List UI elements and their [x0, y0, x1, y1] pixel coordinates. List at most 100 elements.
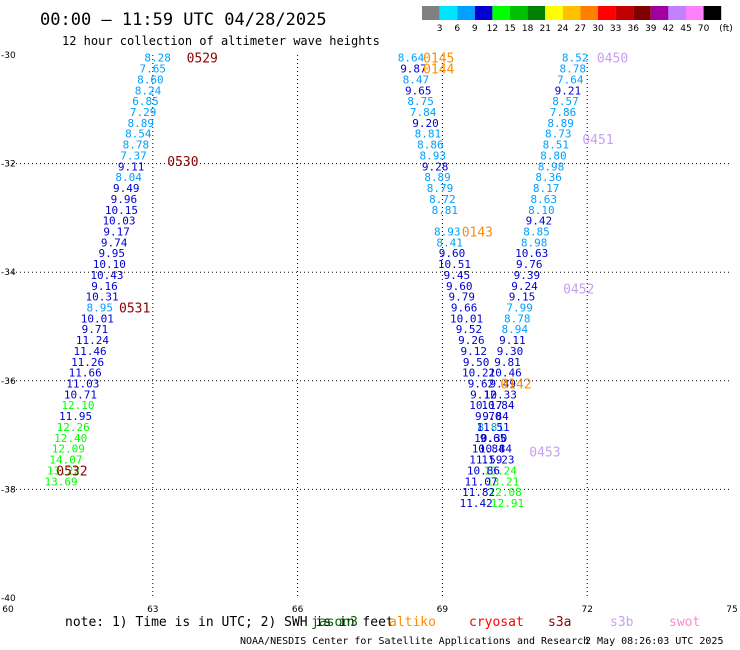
axis-ticks: 60 63 66 69 72 75 -30 -32 -34 -36 -38 -40 [1, 51, 738, 615]
colorbar-swatch [633, 6, 651, 20]
swh-value: 9.81 [494, 356, 521, 369]
swh-value: 9.15 [509, 291, 536, 304]
satellite-legend-item: altiko [389, 615, 436, 630]
colorbar-swatch [668, 6, 686, 20]
swh-value: 13.69 [45, 475, 78, 488]
pass-label: 0452 [563, 282, 594, 297]
swh-value: 8.47 [403, 73, 430, 86]
swh-value: 7.37 [120, 149, 147, 162]
swh-value: 9.28 [422, 160, 449, 173]
y-tick-label: -30 [1, 51, 16, 61]
swh-value: 8.17 [533, 182, 560, 195]
swh-value: 8.81 [415, 128, 442, 141]
satellite-legend: jason3 altiko cryosat s3a s3b swot [311, 615, 700, 630]
swh-value: 8.28 [144, 52, 171, 65]
swh-value: 9.20 [412, 117, 439, 130]
swh-value: 7.99 [506, 301, 533, 314]
footnote: note: 1) Time is in UTC; 2) SWH is in fe… [65, 615, 394, 630]
swh-value: 8.78 [559, 63, 586, 76]
swh-value: 8.57 [552, 95, 579, 108]
colorbar-unit: (ft) [719, 24, 733, 34]
swh-value: 10.51 [438, 258, 471, 271]
colorbar-swatch [562, 6, 581, 20]
swh-value: 10.30 [474, 432, 507, 445]
x-tick-label: 75 [726, 605, 737, 615]
swh-value: 10.63 [515, 247, 548, 260]
data-points: 8.287.658.608.246.857.298.898.548.787.37… [45, 52, 589, 510]
swh-value: 9.84 [482, 410, 509, 423]
swh-value: 8.89 [424, 171, 451, 184]
swh-value: 13.22 [47, 464, 80, 477]
x-tick-label: 72 [581, 605, 592, 615]
gridlines [8, 55, 732, 598]
swh-value: 8.52 [562, 52, 589, 65]
swh-value: 9.39 [514, 269, 541, 282]
swh-value: 8.86 [417, 139, 444, 152]
swh-value: 10.01 [81, 312, 114, 325]
swh-value: 10.43 [90, 269, 123, 282]
swh-value: 9.52 [456, 323, 483, 336]
swh-value: 14.07 [49, 454, 82, 467]
swh-value: 8.95 [86, 301, 113, 314]
swh-value: 11.51 [477, 421, 510, 434]
swh-value: 8.78 [123, 139, 150, 152]
swh-value: 8.36 [535, 171, 562, 184]
swh-value: 9.26 [458, 334, 485, 347]
colorbar-legend: 3 6 9 12 15 18 21 24 27 30 33 36 39 42 45 70 (ft) [422, 6, 733, 34]
swh-value: 11.82 [462, 486, 495, 499]
swh-value: 9.12 [470, 388, 497, 401]
colorbar-label: 3 [437, 24, 443, 34]
satellite-legend-item: cryosat [469, 615, 524, 630]
swh-value: 9.49 [489, 378, 516, 391]
swh-value: 10.31 [86, 291, 119, 304]
swh-value: 7.29 [130, 106, 157, 119]
swh-value: 8.98 [538, 160, 565, 173]
colorbar-swatch [439, 6, 458, 20]
swh-value: 9.49 [113, 182, 140, 195]
swh-value: 9.11 [499, 334, 526, 347]
swh-value: 10.01 [450, 312, 483, 325]
y-tick-label: -40 [1, 594, 16, 604]
swh-value: 11.46 [73, 345, 106, 358]
swh-value: 10.03 [102, 215, 135, 228]
colorbar-swatch [492, 6, 510, 20]
swh-value: 10.71 [64, 388, 97, 401]
colorbar-label: 27 [575, 24, 586, 34]
swh-value: 8.72 [429, 193, 456, 206]
swh-value: 10.84 [479, 443, 512, 456]
swh-value: 9.45 [444, 269, 471, 282]
pass-label: 0531 [119, 301, 150, 316]
colorbar-swatch [545, 6, 563, 20]
colorbar-label: 33 [610, 24, 621, 34]
swh-value: 13.21 [486, 475, 519, 488]
swh-value: 13.24 [484, 464, 517, 477]
satellite-legend-item: swot [669, 615, 700, 630]
swh-value: 12.10 [61, 399, 94, 412]
colorbar-label: 15 [504, 24, 515, 34]
swh-value: 9.87 [400, 63, 427, 76]
swh-value: 11.07 [464, 475, 497, 488]
swh-value: 8.41 [436, 236, 463, 249]
swh-value: 12.09 [52, 443, 85, 456]
swh-value: 9.76 [516, 258, 543, 271]
swh-value: 9.71 [82, 323, 109, 336]
swh-value: 9.79 [448, 291, 475, 304]
pass-label: 0453 [529, 445, 560, 460]
y-tick-label: -32 [1, 160, 16, 170]
swh-value: 9.66 [451, 301, 478, 314]
pass-label: 0451 [582, 133, 613, 148]
pass-label: 0530 [167, 155, 198, 170]
swh-value: 10.46 [489, 367, 522, 380]
swh-value: 10.15 [105, 204, 138, 217]
pass-label: 0450 [597, 52, 628, 67]
swh-value: 8.64 [398, 52, 425, 65]
swh-value: 8.63 [531, 193, 558, 206]
swh-value: 8.10 [528, 204, 555, 217]
y-tick-label: -36 [1, 377, 16, 387]
swh-value: 9.65 [480, 432, 507, 445]
colorbar-swatch [703, 6, 722, 20]
swh-value: 11.24 [76, 334, 109, 347]
x-tick-label: 69 [437, 605, 449, 615]
swh-value: 11.95 [59, 410, 92, 423]
